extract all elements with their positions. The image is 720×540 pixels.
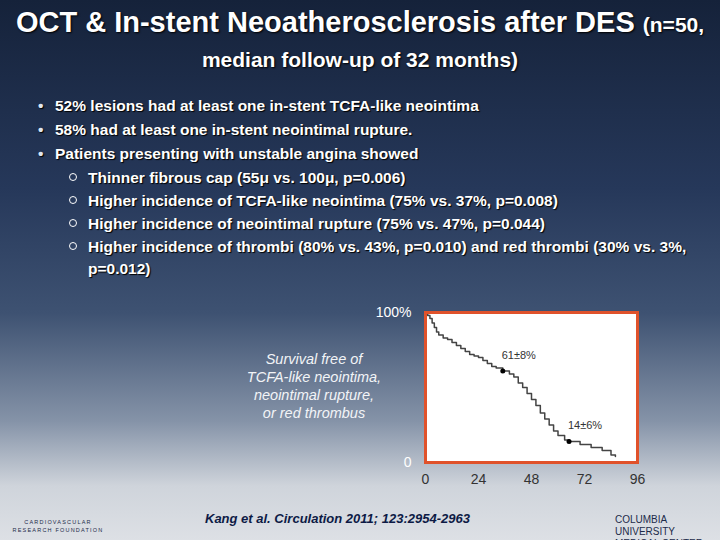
html-text:Kang et al. Circulation 2011;: Kang et al. Circulation 2011; 123:2954-2… [205,511,470,526]
svg-text:61±8%: 61±8% [502,349,536,361]
html-text:Survival free of TCFA-like neo: Survival free of TCFA-like neointima, ne… [246,351,382,421]
svg-text:0: 0 [422,471,430,487]
html-text:52% lesions had at least one i: 52% lesions had at least one in-stent TC… [55,97,479,114]
svg-text:72: 72 [577,471,593,487]
html-text:Higher incidence of neointimal: Higher incidence of neointimal rupture (… [88,215,545,232]
html-text:OCT & In-stent Neoatherosclero: OCT & In-stent Neoatherosclerosis after … [15,6,705,71]
svg-text:14±6%: 14±6% [568,419,602,431]
html-text:Patients presenting with unsta: Patients presenting with unstable angina… [55,145,419,162]
svg-text:100%: 100% [376,304,412,320]
html-text:58% had at least one in-stent: 58% had at least one in-stent neointimal… [55,121,413,138]
svg-text:0: 0 [404,454,412,470]
svg-text:48: 48 [524,471,540,487]
svg-text:96: 96 [630,471,646,487]
html-text:Higher incidence of thrombi (8: Higher incidence of thrombi (80% vs. 43%… [88,238,687,277]
html-text:CARDIOVASCULAR RESEARCH FOUNDA: CARDIOVASCULAR RESEARCH FOUNDATION [12,519,104,533]
html-text:Thinner fibrous cap (55μ vs. 1: Thinner fibrous cap (55μ vs. 100μ, p=0.0… [88,169,406,186]
svg-text:24: 24 [471,471,487,487]
html-text:Higher incidence of TCFA-like: Higher incidence of TCFA-like neointima … [88,192,558,209]
